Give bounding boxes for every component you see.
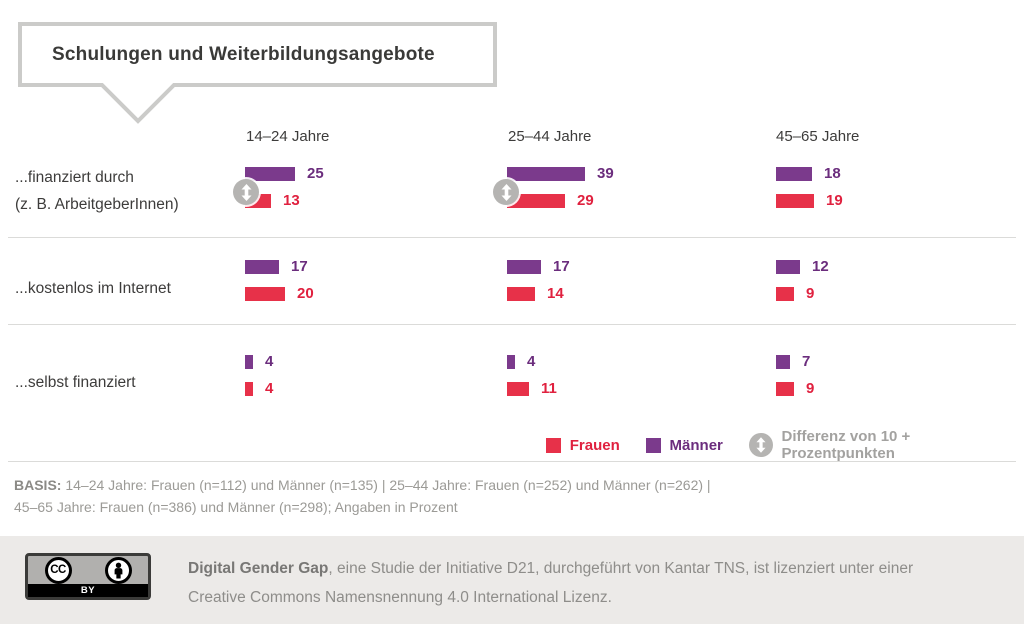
footer: CC BY Digital Gender Gap, eine Studie de…: [0, 536, 1024, 624]
frauen-bar: [776, 287, 794, 301]
bar-row-frauen: 11: [507, 380, 557, 397]
diff-indicator-icon: [233, 179, 259, 205]
maenner-bar: [507, 355, 515, 369]
title-bubble: Schulungen und Weiterbildungsangebote: [18, 22, 497, 87]
legend-maenner-label: Männer: [669, 436, 723, 454]
bar-row-maenner: 12: [776, 258, 829, 275]
bar-row-maenner: 17: [507, 258, 570, 275]
bar-row-frauen: 19: [776, 192, 843, 209]
bar-row-frauen: 20: [245, 285, 314, 302]
legend-frauen-label: Frauen: [569, 436, 620, 454]
maenner-bar: [776, 260, 800, 274]
column-header-45-65: 45–65 Jahre: [776, 128, 860, 145]
bar-value: 11: [541, 380, 557, 397]
study-title: Digital Gender Gap: [188, 560, 329, 577]
legend-divider: [8, 461, 1016, 462]
bar-row-maenner: 17: [245, 258, 308, 275]
bar-value: 12: [812, 258, 829, 275]
bar-value: 4: [265, 353, 274, 370]
page-title: Schulungen und Weiterbildungsangebote: [52, 43, 435, 65]
bar-value: 4: [265, 380, 274, 397]
frauen-swatch-icon: [546, 437, 561, 453]
bar-value: 29: [577, 192, 594, 209]
column-header-25-44: 25–44 Jahre: [508, 128, 592, 145]
maenner-bar: [245, 260, 279, 274]
maenner-bar: [245, 167, 295, 181]
title-bubble-tail: [98, 83, 178, 124]
row-label-kostenlos: ...kostenlos im Internet: [15, 280, 171, 297]
bar-value: 9: [806, 285, 815, 302]
bar-value: 4: [527, 353, 536, 370]
bar-row-frauen: 29: [507, 192, 594, 209]
basis-label: BASIS:: [14, 477, 62, 493]
bar-value: 17: [291, 258, 308, 275]
frauen-bar: [245, 382, 253, 396]
bar-value: 19: [826, 192, 843, 209]
frauen-bar: [776, 382, 794, 396]
maenner-bar: [245, 355, 253, 369]
bar-value: 13: [283, 192, 300, 209]
diff-indicator-icon: [748, 433, 773, 457]
row-label-finanziert: ...finanziert durch (z. B. ArbeitgeberIn…: [15, 164, 179, 218]
license-text: Digital Gender Gap, eine Studie der Init…: [188, 554, 913, 612]
bar-row-maenner: 4: [245, 353, 274, 370]
bar-row-maenner: 7: [776, 353, 811, 370]
legend: Frauen Männer Differenz von 10 + Prozent…: [546, 428, 1024, 462]
diff-indicator-icon: [493, 179, 519, 205]
bar-value: 20: [297, 285, 314, 302]
basis-line2: 45–65 Jahre: Frauen (n=386) und Männer (…: [14, 499, 458, 515]
bar-value: 25: [307, 165, 324, 182]
column-header-14-24: 14–24 Jahre: [246, 128, 330, 145]
maenner-bar: [776, 167, 812, 181]
bar-row-frauen: 4: [245, 380, 274, 397]
bar-row-maenner: 25: [245, 165, 324, 182]
row-divider: [8, 237, 1016, 238]
bar-value: 7: [802, 353, 811, 370]
row-divider: [8, 324, 1016, 325]
frauen-bar: [507, 382, 529, 396]
basis-line1-text: 14–24 Jahre: Frauen (n=112) und Männer (…: [61, 477, 711, 493]
frauen-bar: [507, 194, 565, 208]
row-label-line2: (z. B. ArbeitgeberInnen): [15, 196, 179, 213]
basis-note: BASIS: 14–24 Jahre: Frauen (n=112) und M…: [14, 474, 711, 518]
maenner-bar: [507, 260, 541, 274]
maenner-swatch-icon: [645, 437, 661, 453]
row-label-selbst: ...selbst finanziert: [15, 374, 136, 391]
row-label-line1: ...finanziert durch: [15, 169, 134, 186]
frauen-bar: [776, 194, 814, 208]
cc-by-label: BY: [28, 584, 148, 597]
bar-value: 9: [806, 380, 815, 397]
license-line1: Digital Gender Gap, eine Studie der Init…: [188, 554, 913, 583]
bar-row-frauen: 9: [776, 285, 815, 302]
bar-row-maenner: 18: [776, 165, 841, 182]
bar-row-maenner: 39: [507, 165, 614, 182]
basis-line1: BASIS: 14–24 Jahre: Frauen (n=112) und M…: [14, 474, 711, 496]
cc-badge-icons: CC: [28, 556, 148, 584]
cc-by-license-badge: CC BY: [25, 553, 151, 600]
bar-value: 14: [547, 285, 564, 302]
maenner-bar: [776, 355, 790, 369]
frauen-bar: [245, 287, 285, 301]
legend-diff-label: Differenz von 10 + Prozentpunkten: [781, 428, 911, 462]
license-line2: Creative Commons Namensnennung 4.0 Inter…: [188, 589, 612, 606]
license-line1-rest: , eine Studie der Initiative D21, durchg…: [328, 560, 914, 577]
maenner-bar: [507, 167, 585, 181]
bar-value: 39: [597, 165, 614, 182]
bar-row-frauen: 9: [776, 380, 815, 397]
bar-row-maenner: 4: [507, 353, 536, 370]
bar-value: 17: [553, 258, 570, 275]
cc-icon: CC: [44, 556, 72, 584]
frauen-bar: [507, 287, 535, 301]
person-icon: [104, 556, 132, 584]
bar-row-frauen: 14: [507, 285, 564, 302]
bar-value: 18: [824, 165, 841, 182]
